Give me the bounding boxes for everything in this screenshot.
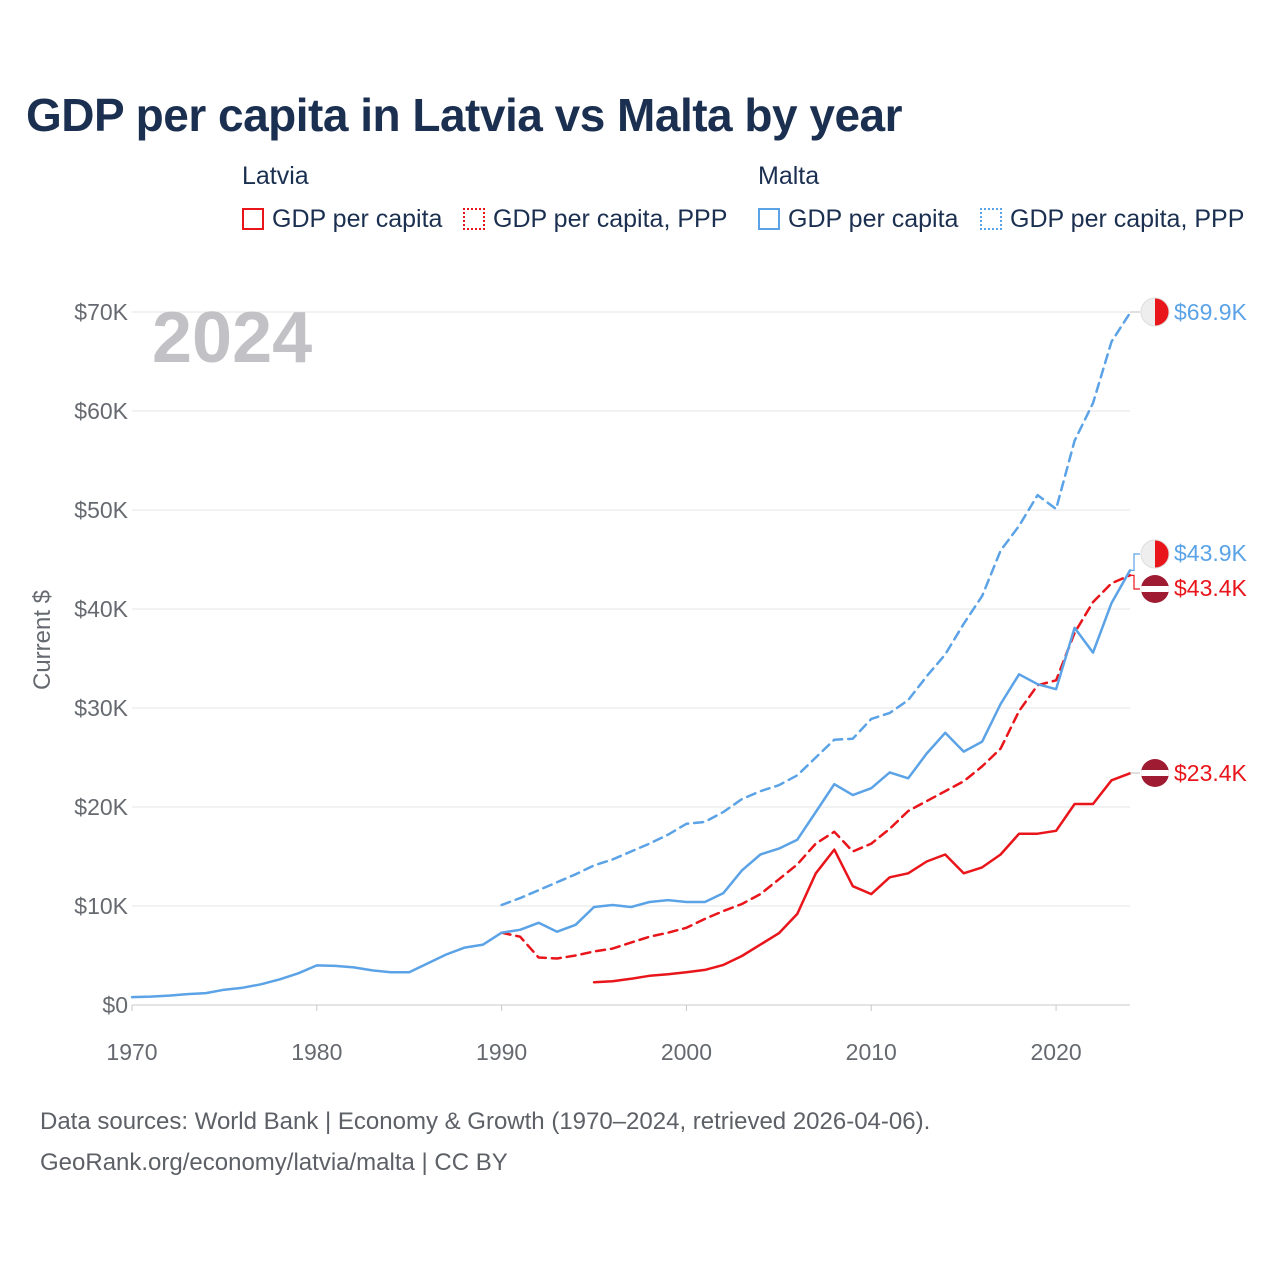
y-tick-label: $0: [102, 992, 128, 1018]
legend-label: GDP per capita: [272, 204, 443, 233]
legend-group-latvia: Latvia: [242, 162, 309, 190]
footer-credit: GeoRank.org/economy/latvia/malta | CC BY: [40, 1149, 508, 1176]
y-tick-label: $50K: [74, 497, 128, 523]
x-tick-label: 1980: [291, 1039, 342, 1065]
y-tick-label: $30K: [74, 695, 128, 721]
malta-flag-icon: [1141, 540, 1169, 568]
end-label-malta-gdp: $43.9K: [1174, 540, 1248, 566]
end-label-malta-ppp: $69.9K: [1174, 299, 1248, 325]
y-axis-title: Current $: [29, 590, 56, 690]
x-tick-label: 1990: [476, 1039, 527, 1065]
legend-swatch-solid-red: [242, 208, 264, 230]
footer-sources: Data sources: World Bank | Economy & Gro…: [40, 1108, 931, 1135]
legend-malta-gdp[interactable]: GDP per capita: [758, 203, 958, 235]
legend-swatch-solid-blue: [758, 208, 780, 230]
y-axis: $0 $10K $20K $30K $40K $50K $60K $70K: [74, 299, 128, 1018]
series-line-1: [592, 772, 1132, 984]
latvia-flag-icon: [1141, 575, 1169, 603]
series-line-2: [500, 574, 1132, 960]
end-label-latvia-gdp: $23.4K: [1174, 760, 1248, 786]
legend-latvia-gdp-ppp[interactable]: GDP per capita, PPP: [463, 203, 727, 235]
x-tick-label: 1970: [106, 1039, 157, 1065]
malta-flag-icon: [1141, 298, 1169, 326]
x-tick-label: 2010: [846, 1039, 897, 1065]
legend-label: GDP per capita, PPP: [493, 204, 728, 233]
series-line-3: [130, 569, 1132, 999]
y-tick-label: $70K: [74, 299, 128, 325]
y-tick-label: $20K: [74, 794, 128, 820]
legend-label: GDP per capita, PPP: [1010, 204, 1245, 233]
legend-swatch-dotted-blue: [980, 208, 1002, 230]
connector: [1130, 553, 1140, 571]
y-tick-label: $10K: [74, 893, 128, 919]
legend-swatch-dotted-red: [463, 208, 485, 230]
year-watermark: 2024: [152, 298, 312, 378]
legend-malta-gdp-ppp[interactable]: GDP per capita, PPP: [980, 203, 1244, 235]
y-tick-label: $60K: [74, 398, 128, 424]
grid-lines: [132, 311, 1130, 1006]
series-line-4: [500, 311, 1132, 907]
connector: [1130, 574, 1140, 590]
end-label-latvia-ppp: $43.4K: [1174, 575, 1248, 601]
x-tick-label: 2000: [661, 1039, 712, 1065]
x-axis: 1970 1980 1990 2000 2010 2020: [106, 1005, 1082, 1065]
y-tick-label: $40K: [74, 596, 128, 622]
legend-group-malta: Malta: [758, 162, 820, 190]
legend-label: GDP per capita: [788, 204, 959, 233]
x-tick-label: 2020: [1030, 1039, 1081, 1065]
series-lines: [130, 311, 1132, 999]
end-label-connectors: [1130, 311, 1140, 774]
latvia-flag-icon: [1141, 759, 1169, 787]
legend-latvia-gdp[interactable]: GDP per capita: [242, 203, 442, 235]
chart-title: GDP per capita in Latvia vs Malta by yea…: [26, 89, 903, 141]
